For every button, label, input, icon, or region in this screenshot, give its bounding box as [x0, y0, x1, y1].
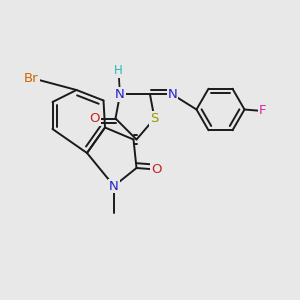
Text: H: H [114, 64, 123, 77]
Text: N: N [115, 88, 125, 101]
Text: S: S [150, 112, 159, 125]
Text: Br: Br [24, 71, 39, 85]
Text: N: N [115, 88, 125, 101]
Text: N: N [168, 88, 177, 101]
Text: O: O [151, 163, 161, 176]
Text: H: H [114, 64, 123, 77]
Text: F: F [259, 104, 266, 118]
Text: O: O [89, 112, 100, 125]
Text: N: N [109, 179, 119, 193]
Text: H: H [114, 64, 123, 77]
